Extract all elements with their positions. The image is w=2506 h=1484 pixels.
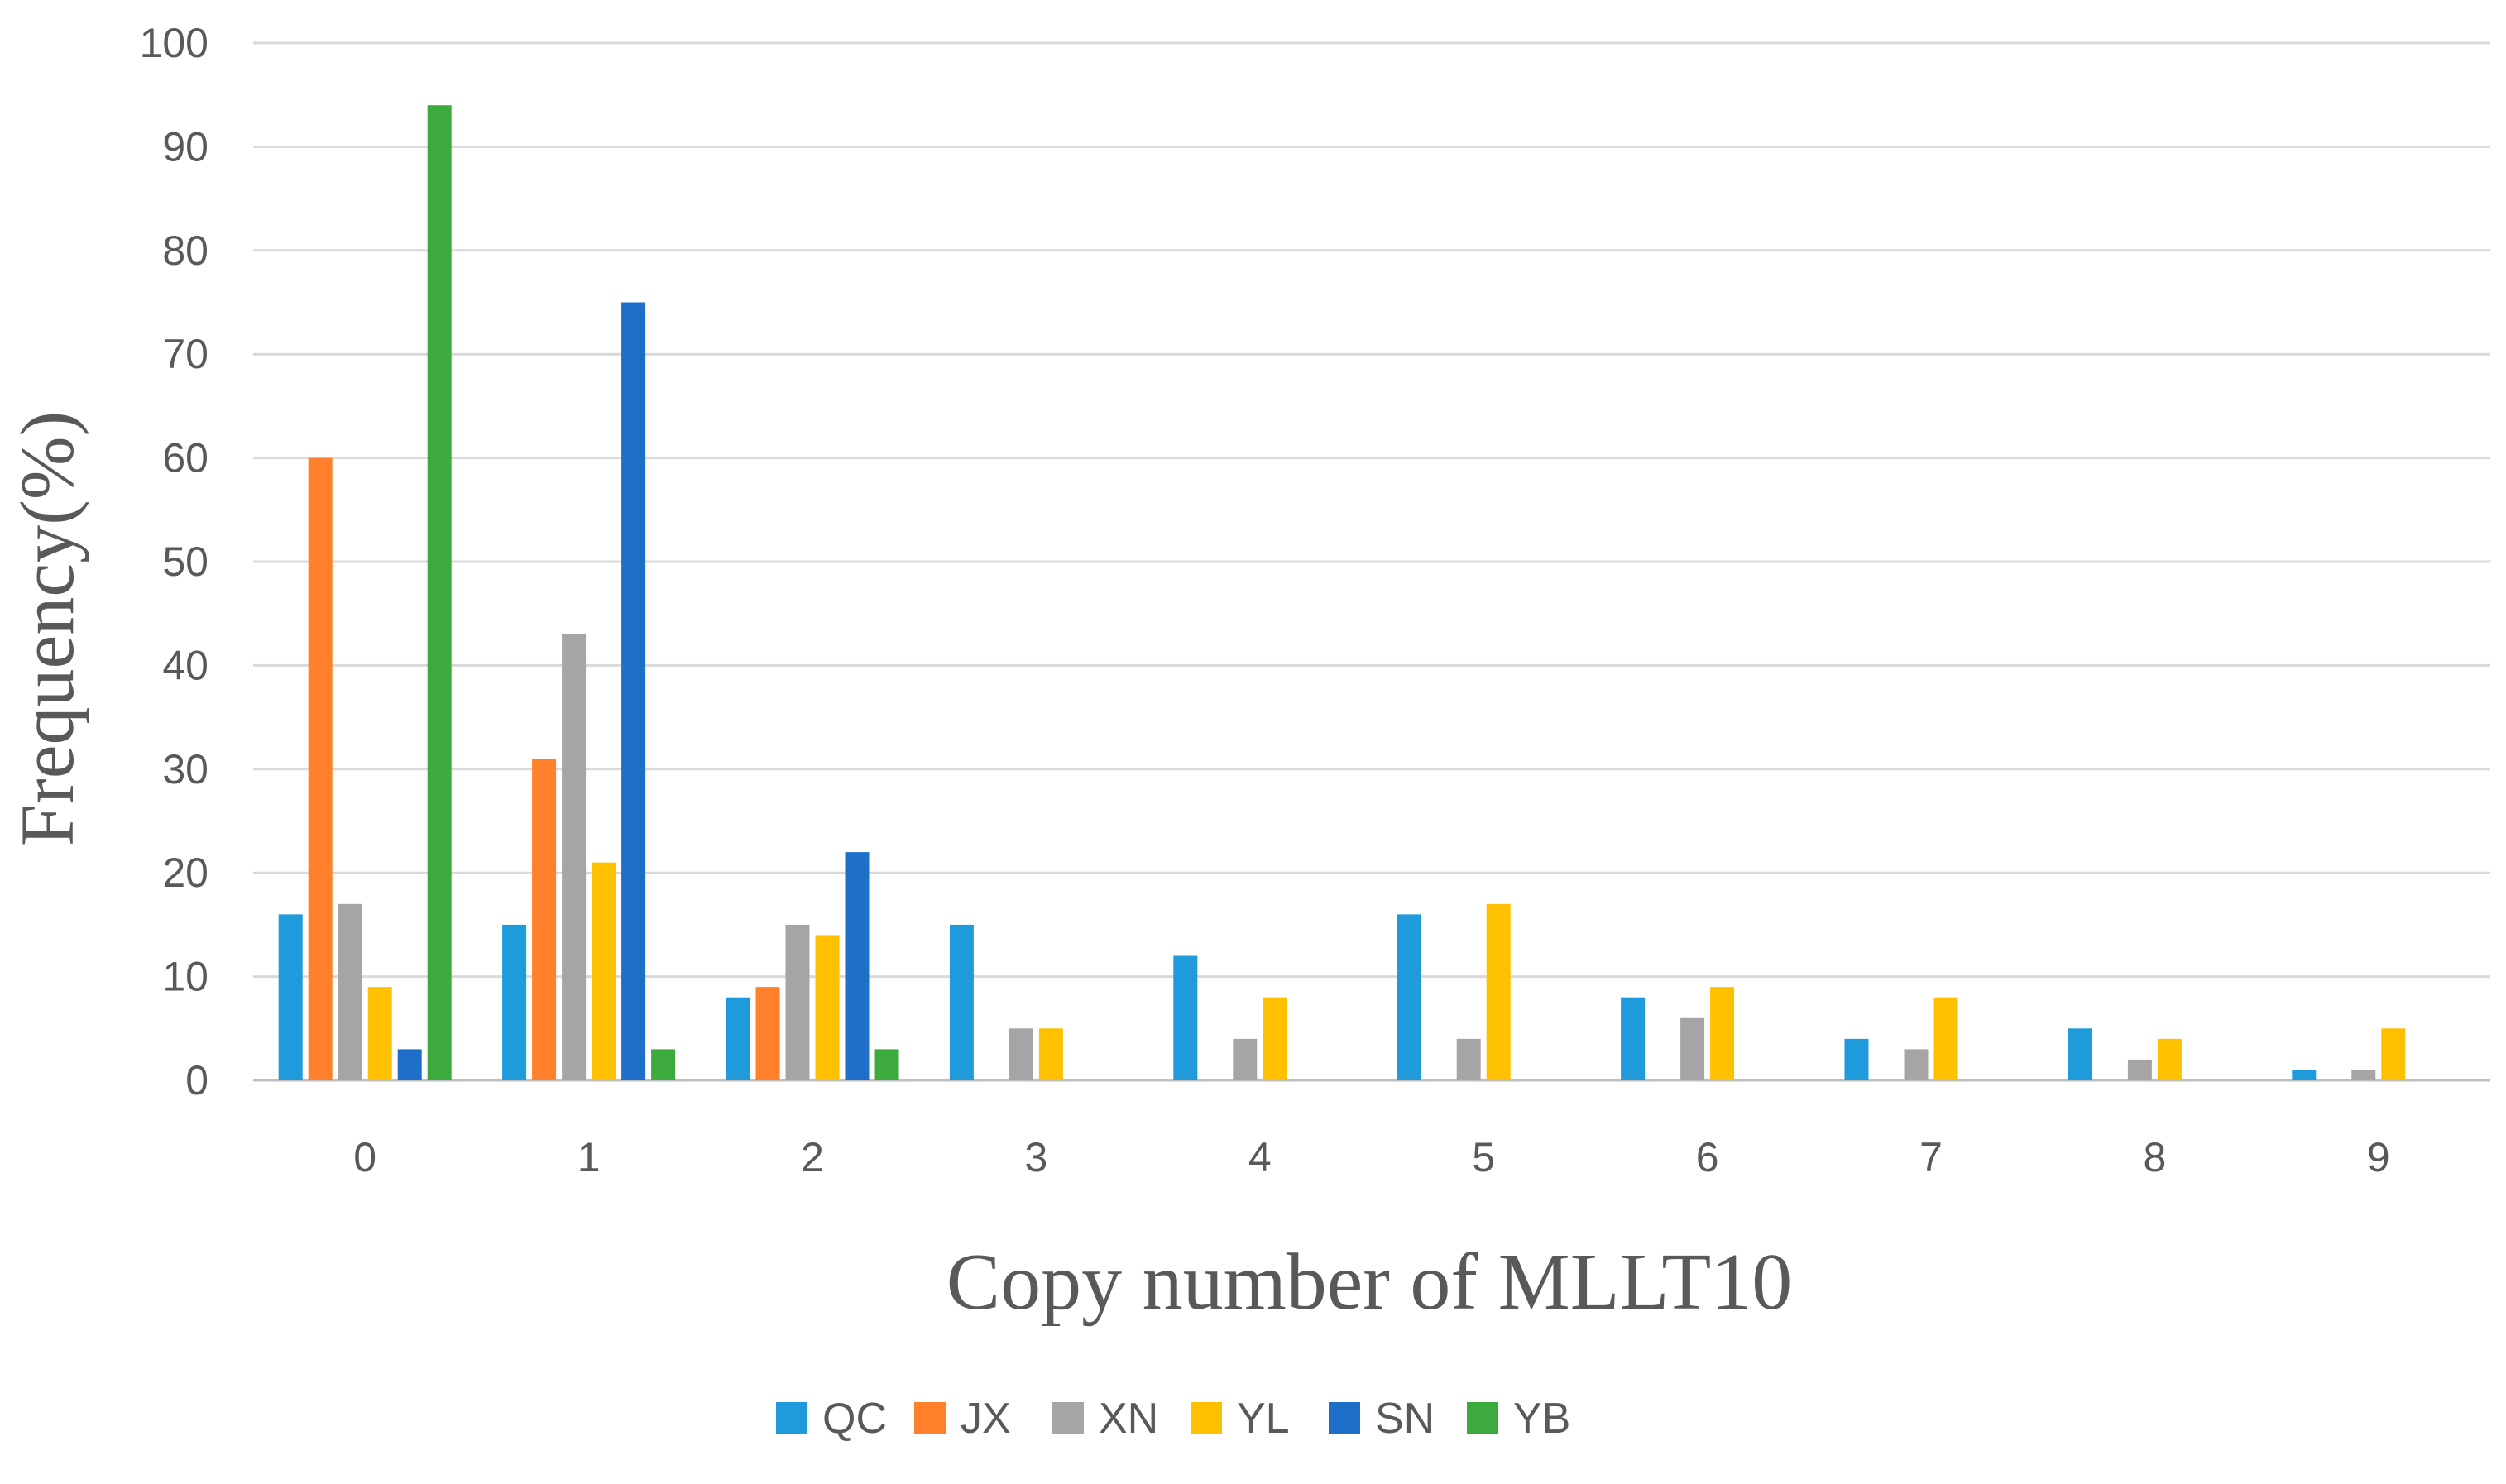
y-tick-label: 80 xyxy=(162,227,208,274)
x-tick-label: 2 xyxy=(801,1134,824,1180)
y-tick-label: 90 xyxy=(162,123,208,170)
legend-label-xn: XN xyxy=(1099,1395,1158,1443)
y-tick-label: 10 xyxy=(162,954,208,1000)
bar-yl-5 xyxy=(1486,903,1511,1080)
bar-qc-6 xyxy=(1621,997,1646,1080)
x-tick-label: 5 xyxy=(1472,1134,1495,1180)
legend-swatch-qc xyxy=(776,1402,807,1434)
x-tick-label: 6 xyxy=(1696,1134,1719,1180)
bar-yb-2 xyxy=(874,1049,899,1080)
bar-yl-8 xyxy=(2157,1038,2182,1080)
legend-swatch-yb xyxy=(1467,1402,1498,1434)
bar-xn-9 xyxy=(2351,1070,2376,1080)
y-axis-title: Frequency(%) xyxy=(5,411,89,846)
bar-qc-2 xyxy=(726,997,750,1080)
bar-yl-9 xyxy=(2381,1028,2406,1080)
x-tick-label: 3 xyxy=(1024,1134,1047,1180)
bar-yl-4 xyxy=(1263,997,1287,1080)
bar-xn-8 xyxy=(2127,1059,2152,1080)
bar-sn-1 xyxy=(621,302,646,1080)
bar-qc-1 xyxy=(502,924,527,1080)
axes: 0 10 20 30 40 50 60 70 80 90 100 0 1 2 3 4 5 6 7 8 9 xyxy=(140,20,2390,1180)
bar-xn-1 xyxy=(562,634,587,1080)
bar-yl-2 xyxy=(815,935,840,1080)
legend: QC JX XN YL SN YB xyxy=(776,1395,1570,1443)
bar-yl-1 xyxy=(592,862,616,1080)
bar-xn-4 xyxy=(1233,1038,1258,1080)
bar-jx-0 xyxy=(308,457,333,1080)
legend-swatch-xn xyxy=(1052,1402,1084,1434)
legend-swatch-sn xyxy=(1329,1402,1360,1434)
bar-jx-1 xyxy=(532,759,557,1080)
bars xyxy=(278,105,2406,1081)
bar-qc-7 xyxy=(1844,1038,1869,1080)
legend-swatch-yl xyxy=(1191,1402,1222,1434)
bar-sn-0 xyxy=(397,1049,422,1080)
legend-label-qc: QC xyxy=(822,1395,887,1443)
bar-qc-8 xyxy=(2068,1028,2092,1080)
y-tick-label: 40 xyxy=(162,642,208,688)
bar-yb-1 xyxy=(651,1049,676,1080)
y-tick-label: 70 xyxy=(162,331,208,377)
legend-label-sn: SN xyxy=(1375,1395,1435,1443)
bar-yb-0 xyxy=(427,105,452,1081)
y-tick-label: 20 xyxy=(162,850,208,896)
bar-sn-2 xyxy=(845,852,870,1080)
bar-xn-5 xyxy=(1456,1038,1481,1080)
x-tick-label: 1 xyxy=(577,1134,601,1180)
bar-jx-2 xyxy=(755,987,780,1080)
bar-xn-2 xyxy=(785,924,810,1080)
bar-xn-7 xyxy=(1904,1049,1929,1080)
x-tick-label: 4 xyxy=(1248,1134,1272,1180)
bar-qc-5 xyxy=(1397,914,1421,1080)
bar-yl-3 xyxy=(1038,1028,1063,1080)
x-tick-label: 9 xyxy=(2367,1134,2390,1180)
y-tick-label: 50 xyxy=(162,539,208,585)
y-tick-label: 100 xyxy=(140,20,208,66)
x-axis-title: Copy number of MLLT10 xyxy=(946,1237,1793,1327)
bar-qc-9 xyxy=(2292,1070,2317,1080)
legend-swatch-jx xyxy=(914,1402,946,1434)
bar-xn-3 xyxy=(1009,1028,1033,1080)
bar-xn-0 xyxy=(338,903,362,1080)
legend-label-yl: YL xyxy=(1237,1395,1290,1443)
y-tick-label: 0 xyxy=(185,1057,208,1103)
bar-qc-3 xyxy=(949,924,974,1080)
bar-yl-6 xyxy=(1710,987,1735,1080)
gridlines xyxy=(253,41,2490,1082)
bar-yl-7 xyxy=(1933,997,1958,1080)
y-tick-label: 30 xyxy=(162,746,208,792)
bar-yl-0 xyxy=(367,987,392,1080)
legend-label-jx: JX xyxy=(961,1395,1011,1443)
x-tick-label: 0 xyxy=(353,1134,376,1180)
bar-qc-0 xyxy=(278,914,303,1080)
legend-label-yb: YB xyxy=(1513,1395,1570,1443)
x-tick-label: 7 xyxy=(1919,1134,1943,1180)
y-tick-label: 60 xyxy=(162,435,208,481)
x-tick-label: 8 xyxy=(2143,1134,2166,1180)
bar-xn-6 xyxy=(1680,1017,1705,1080)
bar-qc-4 xyxy=(1173,955,1198,1080)
